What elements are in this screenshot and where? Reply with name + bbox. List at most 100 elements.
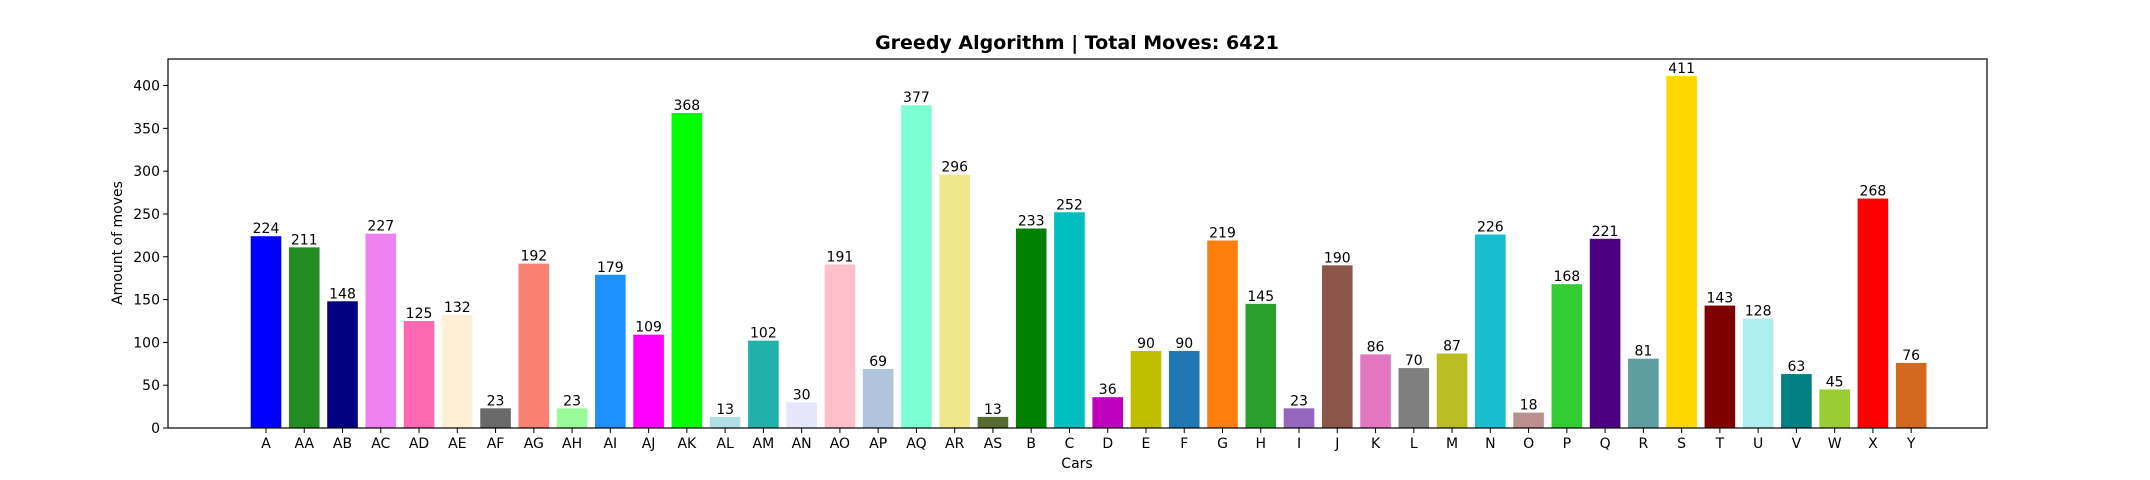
bar-p xyxy=(1552,284,1583,428)
bar-f xyxy=(1169,351,1200,428)
x-tick-label-h: H xyxy=(1255,436,1266,452)
x-tick-label-an: AN xyxy=(792,436,812,452)
data-label-y: 76 xyxy=(1902,348,1920,364)
x-tick-label-u: U xyxy=(1753,436,1763,452)
bar-u xyxy=(1743,318,1774,428)
data-label-ag: 192 xyxy=(520,249,547,265)
bar-m xyxy=(1437,354,1468,428)
bar-b xyxy=(1016,229,1047,428)
bar-ak xyxy=(672,113,703,428)
x-tick-label-k: K xyxy=(1371,436,1381,452)
bar-r xyxy=(1628,359,1659,428)
data-label-v: 63 xyxy=(1787,359,1805,375)
data-label-am: 102 xyxy=(750,326,777,342)
x-tick-label-ah: AH xyxy=(562,436,582,452)
bar-ae xyxy=(442,315,473,428)
x-tick-label-b: B xyxy=(1026,436,1036,452)
x-tick-label-a: A xyxy=(261,436,271,452)
x-tick-label-aq: AQ xyxy=(906,436,926,452)
bar-ad xyxy=(404,321,435,428)
data-label-ar: 296 xyxy=(941,160,968,176)
bar-q xyxy=(1590,239,1621,428)
x-tick-label-ak: AK xyxy=(677,436,697,452)
x-tick-label-v: V xyxy=(1792,436,1802,452)
x-tick-label-af: AF xyxy=(487,436,505,452)
bar-ai xyxy=(595,275,626,428)
data-label-p: 168 xyxy=(1553,269,1580,285)
data-label-n: 226 xyxy=(1477,220,1504,236)
data-label-i: 23 xyxy=(1290,393,1308,409)
bar-l xyxy=(1399,368,1430,428)
x-tick-label-o: O xyxy=(1523,436,1534,452)
x-tick-label-ab: AB xyxy=(333,436,352,452)
x-tick-label-e: E xyxy=(1142,436,1151,452)
x-tick-label-j: J xyxy=(1334,436,1339,452)
x-tick-label-ar: AR xyxy=(945,436,965,452)
x-tick-label-l: L xyxy=(1410,436,1418,452)
data-label-t: 143 xyxy=(1707,291,1734,307)
data-label-o: 18 xyxy=(1520,398,1538,414)
bar-h xyxy=(1245,304,1276,428)
bar-ab xyxy=(327,301,358,428)
bar-s xyxy=(1666,76,1697,428)
bar-t xyxy=(1705,306,1736,428)
bar-ag xyxy=(519,264,550,428)
bar-n xyxy=(1475,235,1506,428)
y-tick-label-250: 250 xyxy=(133,207,160,223)
data-label-w: 45 xyxy=(1826,374,1844,390)
x-tick-label-ag: AG xyxy=(524,436,544,452)
x-tick-label-p: P xyxy=(1563,436,1571,452)
x-tick-label-q: Q xyxy=(1600,436,1611,452)
data-label-q: 221 xyxy=(1592,224,1619,240)
data-label-aq: 377 xyxy=(903,90,930,106)
bar-ac xyxy=(365,234,396,428)
data-label-an: 30 xyxy=(793,387,811,403)
x-tick-label-x: X xyxy=(1868,436,1878,452)
y-tick-label-400: 400 xyxy=(133,79,160,95)
bar-am xyxy=(748,341,779,428)
x-tick-label-t: T xyxy=(1715,436,1725,452)
x-tick-label-w: W xyxy=(1828,436,1842,452)
x-tick-label-d: D xyxy=(1102,436,1113,452)
data-label-h: 145 xyxy=(1247,289,1274,305)
y-axis-label: Amount of moves xyxy=(110,181,126,305)
chart-title: Greedy Algorithm | Total Moves: 6421 xyxy=(875,32,1279,54)
x-tick-label-m: M xyxy=(1446,436,1458,452)
y-tick-label-150: 150 xyxy=(133,293,160,309)
bar-k xyxy=(1360,354,1391,428)
x-tick-label-i: I xyxy=(1297,436,1301,452)
x-tick-label-ap: AP xyxy=(869,436,887,452)
bar-x xyxy=(1858,199,1889,428)
x-tick-label-ac: AC xyxy=(371,436,390,452)
data-label-e: 90 xyxy=(1137,336,1155,352)
x-tick-label-ae: AE xyxy=(448,436,466,452)
bar-g xyxy=(1207,241,1238,429)
data-label-af: 23 xyxy=(487,393,505,409)
x-tick-label-n: N xyxy=(1485,436,1495,452)
bar-al xyxy=(710,417,741,428)
bar-o xyxy=(1513,413,1544,428)
data-label-d: 36 xyxy=(1099,382,1117,398)
data-label-ak: 368 xyxy=(673,98,700,114)
y-tick-label-50: 50 xyxy=(142,378,160,394)
data-label-r: 81 xyxy=(1634,344,1652,360)
bar-af xyxy=(480,408,511,428)
bar-ap xyxy=(863,369,894,428)
data-label-k: 86 xyxy=(1367,339,1385,355)
x-tick-label-aj: AJ xyxy=(642,436,656,452)
x-tick-label-ao: AO xyxy=(830,436,850,452)
y-tick-label-300: 300 xyxy=(133,164,160,180)
y-tick-label-100: 100 xyxy=(133,335,160,351)
x-tick-label-al: AL xyxy=(716,436,734,452)
data-label-a: 224 xyxy=(253,221,280,237)
data-label-c: 252 xyxy=(1056,197,1083,213)
data-label-b: 233 xyxy=(1018,214,1045,230)
data-label-aa: 211 xyxy=(291,232,318,248)
data-label-ac: 227 xyxy=(367,219,394,235)
data-label-ai: 179 xyxy=(597,260,624,276)
y-tick-label-200: 200 xyxy=(133,250,160,266)
data-label-m: 87 xyxy=(1443,339,1461,355)
x-tick-label-f: F xyxy=(1180,436,1188,452)
data-label-u: 128 xyxy=(1745,303,1772,319)
